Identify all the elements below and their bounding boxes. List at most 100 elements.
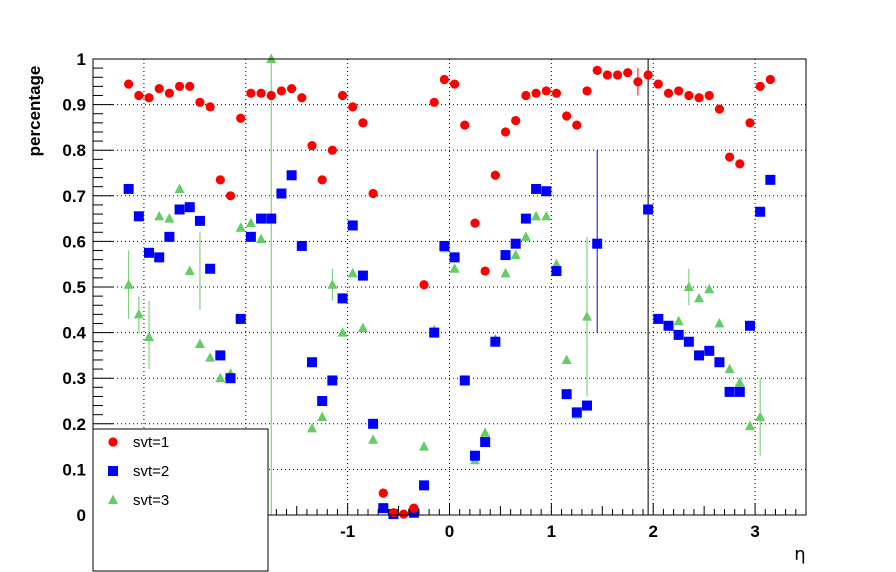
data-point-svt-3-point (256, 233, 267, 244)
data-point-svt-1-point (460, 120, 470, 130)
data-point-svt-1-point (266, 90, 276, 101)
data-point-svt-2-point (266, 213, 277, 224)
data-point-svt-2-point (368, 418, 379, 429)
data-point-svt-1-point (164, 88, 174, 98)
data-point-svt-1-point (378, 488, 388, 498)
data-point-svt-3-point (205, 352, 216, 362)
data-point-svt-3-point (327, 279, 338, 289)
data-point-svt-3-point (582, 311, 593, 321)
data-point-svt-2-point (714, 357, 725, 368)
data-point-svt-2-point (419, 480, 430, 491)
data-point-svt-1-point (714, 104, 725, 114)
data-point-svt-3-point (133, 308, 144, 319)
data-point-svt-3-point (531, 210, 542, 221)
data-point-svt-1-point (643, 70, 653, 80)
data-point-svt-2-point (490, 336, 501, 347)
data-point-svt-2-point (194, 215, 205, 226)
y-tick-label: 0.1 (62, 460, 86, 479)
data-point-svt-1-point (582, 86, 592, 96)
data-point-svt-2-point (582, 400, 593, 411)
data-point-svt-2-point (235, 313, 246, 324)
data-point-svt-2-point (347, 220, 358, 231)
data-point-svt-2-point (541, 186, 552, 197)
data-point-svt-3-point (694, 292, 705, 303)
data-point-svt-2-point (694, 350, 705, 361)
legend-label: svt=2 (133, 463, 169, 480)
data-point-svt-2-point (653, 313, 664, 324)
data-point-svt-2-point (724, 386, 735, 397)
data-point-svt-3-point (551, 258, 562, 269)
data-point-svt-3-point (184, 265, 195, 276)
y-tick-label: 0.8 (62, 141, 86, 160)
data-point-svt-2-point (337, 293, 348, 304)
data-point-svt-2-point (643, 204, 654, 215)
data-point-svt-1-point (348, 102, 358, 112)
data-point-svt-1-point (195, 97, 205, 107)
data-point-svt-1-point (317, 175, 327, 185)
y-tick-label: 0.6 (62, 232, 86, 251)
data-point-svt-3-point (245, 217, 256, 228)
data-point-svt-1-point (470, 218, 480, 228)
data-point-svt-2-point (439, 240, 450, 251)
data-point-svt-3-point (449, 263, 460, 273)
data-point-svt-1-point (419, 280, 429, 290)
data-point-svt-2-point (317, 396, 328, 406)
data-point-svt-3-point (144, 331, 155, 342)
data-point-svt-2-point (306, 357, 317, 368)
x-tick-label: 2 (648, 522, 657, 541)
data-point-svt-2-point (673, 329, 684, 340)
data-point-svt-3-point (174, 183, 185, 193)
data-point-svt-2-point (286, 170, 297, 181)
data-point-svt-3-point (154, 210, 165, 221)
data-point-svt-2-point (551, 266, 562, 277)
data-point-svt-1-point (358, 118, 368, 128)
data-point-svt-1-point (134, 90, 144, 101)
data-point-svt-2-point (276, 188, 287, 199)
data-point-svt-3-point (194, 338, 205, 348)
data-point-svt-1-point (572, 120, 582, 130)
data-point-svt-1-point (399, 509, 409, 519)
data-point-svt-1-point (307, 141, 317, 151)
data-point-svt-1-point (765, 74, 775, 85)
data-point-svt-1-point (674, 86, 684, 96)
data-point-svt-1-point (551, 88, 562, 98)
data-point-svt-2-point (205, 263, 216, 274)
data-point-svt-1-point (327, 145, 337, 155)
data-point-svt-1-point (144, 93, 154, 103)
data-point-svt-3-point (164, 213, 175, 223)
data-point-svt-2-point (225, 373, 236, 384)
data-point-svt-1-point (602, 70, 612, 80)
data-point-svt-2-point (744, 320, 755, 331)
data-point-svt-3-point (419, 441, 430, 451)
data-point-svt-1-point (633, 77, 643, 87)
data-point-svt-2-point (683, 336, 694, 347)
data-point-svt-2-point (245, 231, 256, 242)
data-point-svt-2-point (531, 183, 542, 194)
data-point-svt-3-point (714, 317, 725, 328)
data-point-svt-2-point (429, 327, 440, 338)
data-point-svt-2-point (755, 206, 766, 217)
data-point-svt-3-point (683, 281, 694, 291)
data-point-svt-2-point (663, 320, 674, 331)
data-point-svt-1-point (236, 113, 246, 123)
data-point-svt-1-point (388, 508, 399, 518)
data-point-svt-2-point (459, 375, 470, 386)
data-point-svt-3-point (337, 327, 348, 337)
data-point-svt-1-point (297, 93, 307, 103)
data-point-svt-3-point (500, 267, 511, 278)
data-point-svt-2-point (144, 247, 155, 258)
x-tick-label: 3 (750, 522, 759, 541)
data-point-svt-3-point (734, 377, 745, 387)
y-tick-label: 1 (77, 50, 86, 69)
data-point-svt-1-point (246, 88, 256, 98)
data-point-svt-1-point (480, 266, 490, 276)
x-tick-label: 0 (445, 522, 454, 541)
legend-label: svt=3 (133, 492, 169, 509)
data-point-svt-3-point (235, 222, 246, 232)
data-point-svt-1-point (449, 79, 460, 89)
data-point-svt-1-point (684, 90, 694, 101)
x-tick-label: 1 (547, 522, 556, 541)
data-point-svt-3-point (317, 411, 328, 421)
data-point-svt-2-point (133, 211, 144, 222)
